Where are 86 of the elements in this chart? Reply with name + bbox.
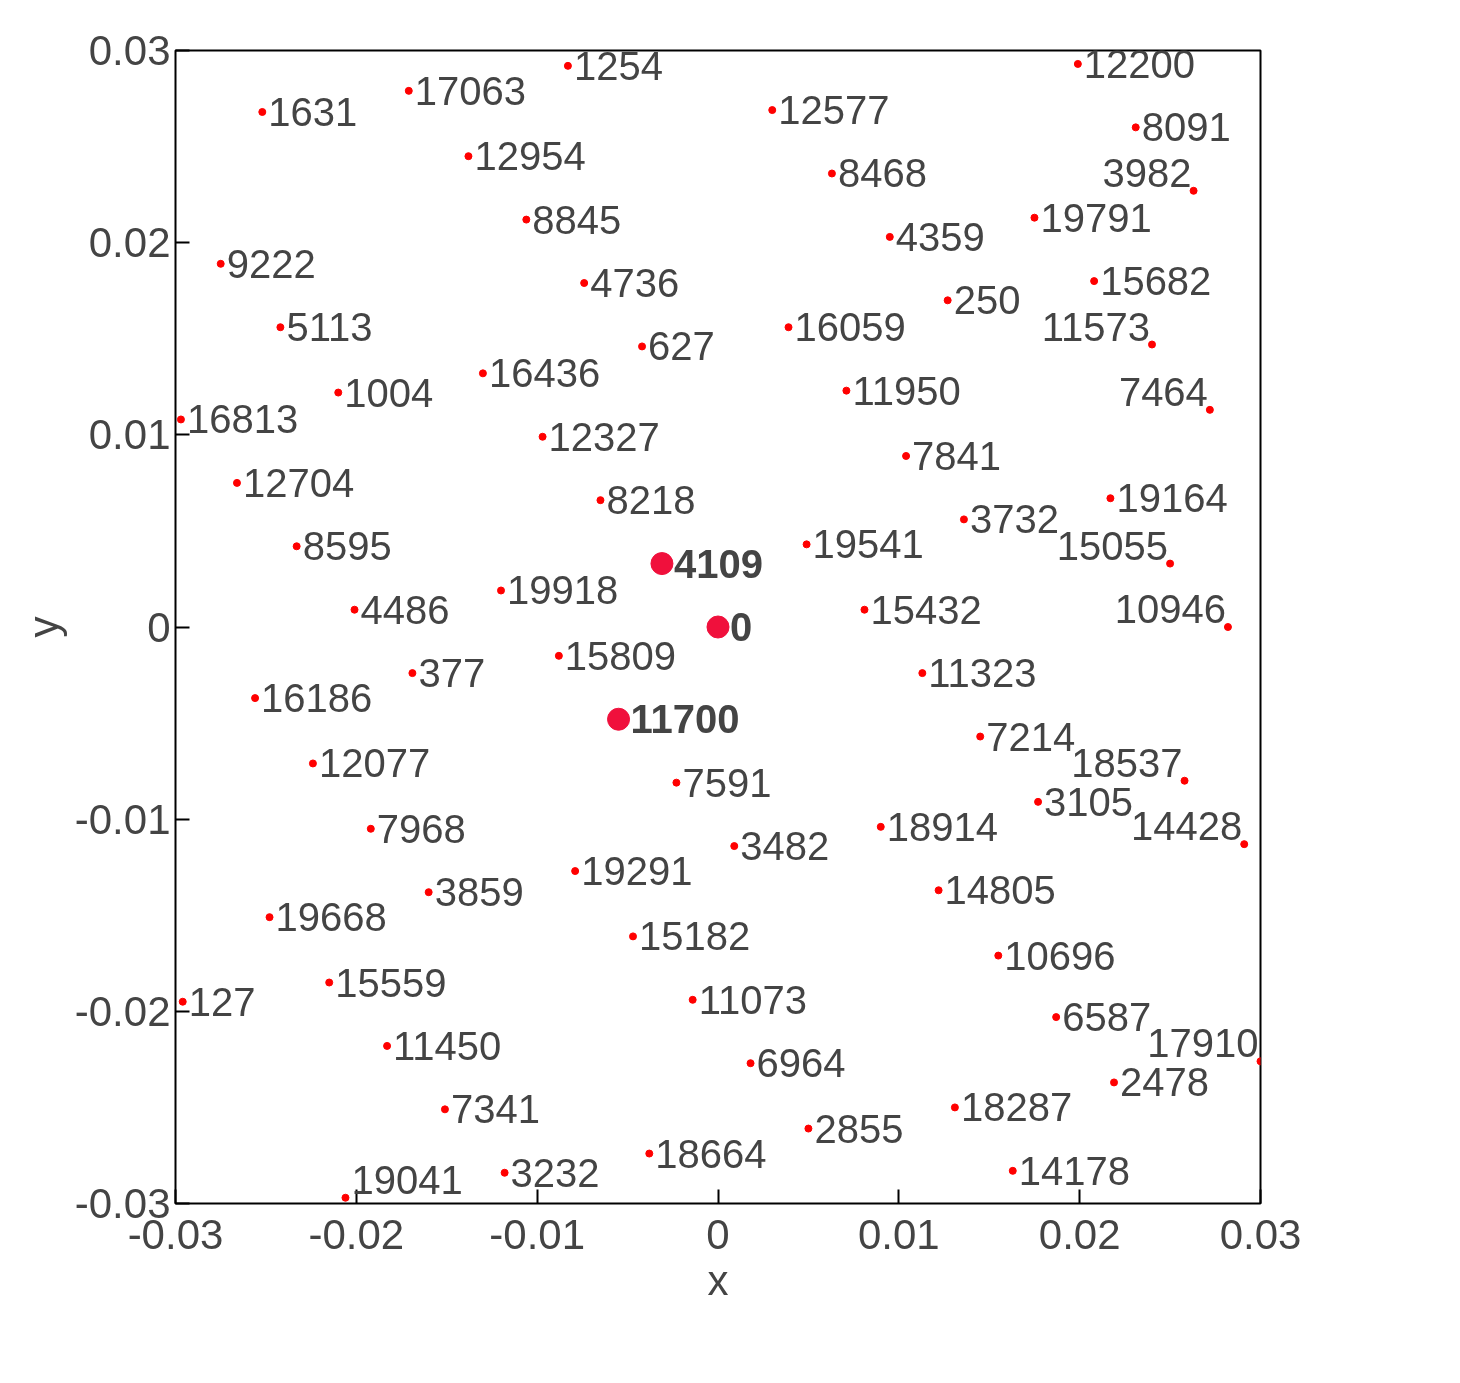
y-tick-label: 0.03 (88, 27, 171, 74)
x-tick-label: 0.01 (857, 1210, 940, 1258)
annotation: 7341 (450, 1087, 540, 1132)
y-tick-label: 0 (147, 603, 171, 651)
annotation: 7464 (1118, 369, 1208, 414)
annotation: 14178 (1018, 1148, 1130, 1193)
annotation: 127 (188, 979, 256, 1024)
annotation: 7841 (912, 433, 1002, 478)
x-tick-label: 0.02 (1038, 1210, 1121, 1258)
y-tick-label: 0.02 (88, 219, 171, 267)
annotation: 19541 (812, 522, 924, 567)
annotation: 8595 (302, 524, 392, 569)
annotation: 8845 (532, 197, 622, 242)
annotation: 3232 (510, 1150, 600, 1195)
y-tick-label: -0.01 (74, 795, 171, 843)
annotation: 16186 (261, 676, 373, 721)
annotation: 3482 (740, 824, 830, 869)
annotation: 3982 (1102, 150, 1192, 195)
annotation: 1254 (573, 43, 663, 88)
annotation: 7968 (376, 806, 466, 851)
annotation: 19791 (1040, 195, 1152, 240)
y-tick-label: -0.02 (74, 987, 171, 1035)
annotation: 19918 (507, 568, 619, 613)
annotation: 10946 (1114, 587, 1226, 631)
annotation: 15432 (870, 587, 982, 632)
annotation: 17063 (414, 68, 527, 113)
x-tick-label: 0 (706, 1210, 730, 1258)
annotation: 3732 (969, 497, 1059, 542)
annotation: 6964 (756, 1041, 846, 1086)
annotation: 627 (648, 324, 715, 369)
point (607, 707, 631, 731)
annotation: 1004 (344, 370, 434, 415)
point (650, 552, 674, 576)
annotation: 12327 (548, 414, 660, 459)
annotation: 3105 (1044, 779, 1134, 824)
annotation: 11700 (630, 697, 740, 742)
x-tick-label: -0.01 (489, 1210, 586, 1258)
annotation: 8091 (1141, 105, 1231, 150)
annotation: 8468 (837, 151, 927, 196)
annotation: 8218 (606, 478, 696, 523)
annotation: 11323 (928, 651, 1037, 696)
annotation: 19291 (581, 849, 693, 894)
annotation: 377 (418, 651, 486, 696)
annotation: 14805 (944, 868, 1056, 913)
annotation: 16436 (488, 351, 601, 396)
annotation: 12577 (778, 88, 890, 133)
y-tick-label: 0.01 (88, 411, 171, 459)
point (706, 615, 730, 639)
annotation: 12077 (318, 741, 431, 786)
annotation: 12200 (1083, 41, 1196, 86)
annotation: 18664 (655, 1131, 767, 1176)
x-tick-label: -0.02 (308, 1210, 405, 1258)
annotation: 9222 (226, 241, 316, 286)
annotation: 1631 (268, 89, 358, 134)
annotation: 0 (730, 605, 753, 649)
y-axis-title: y (19, 616, 67, 638)
annotation: 250 (953, 278, 1021, 323)
annotation: 7591 (682, 760, 772, 805)
annotation: 19668 (275, 895, 387, 940)
annotation: 18914 (886, 804, 998, 849)
annotation: 15809 (564, 633, 677, 678)
x-tick-label: 0.03 (1219, 1210, 1302, 1258)
annotation: 10696 (1004, 933, 1116, 978)
annotation: 16813 (186, 397, 299, 442)
annotation: 4109 (673, 541, 763, 586)
annotation: 19164 (1116, 476, 1228, 521)
annotation: 4736 (590, 261, 680, 306)
annotation: 11073 (698, 977, 807, 1022)
annotation: 4486 (360, 587, 450, 632)
annotation: 16059 (794, 305, 906, 350)
annotation: 5113 (286, 305, 373, 350)
annotation: 4359 (895, 214, 985, 259)
annotation: 11950 (852, 368, 961, 413)
annotation: 12954 (474, 134, 586, 179)
annotation: 15682 (1100, 259, 1212, 304)
annotation: 19041 (351, 1157, 463, 1202)
annotation: 11573 (1041, 304, 1150, 349)
annotation: 15559 (335, 960, 447, 1005)
annotation: 2855 (814, 1106, 904, 1151)
annotation: 18287 (960, 1085, 1073, 1130)
annotation: 15055 (1056, 523, 1169, 568)
annotation: 15182 (639, 914, 751, 959)
x-axis-title: x (707, 1256, 729, 1304)
annotation: 12704 (242, 460, 355, 505)
annotation: 11450 (393, 1023, 502, 1068)
annotation: 3859 (434, 870, 524, 915)
